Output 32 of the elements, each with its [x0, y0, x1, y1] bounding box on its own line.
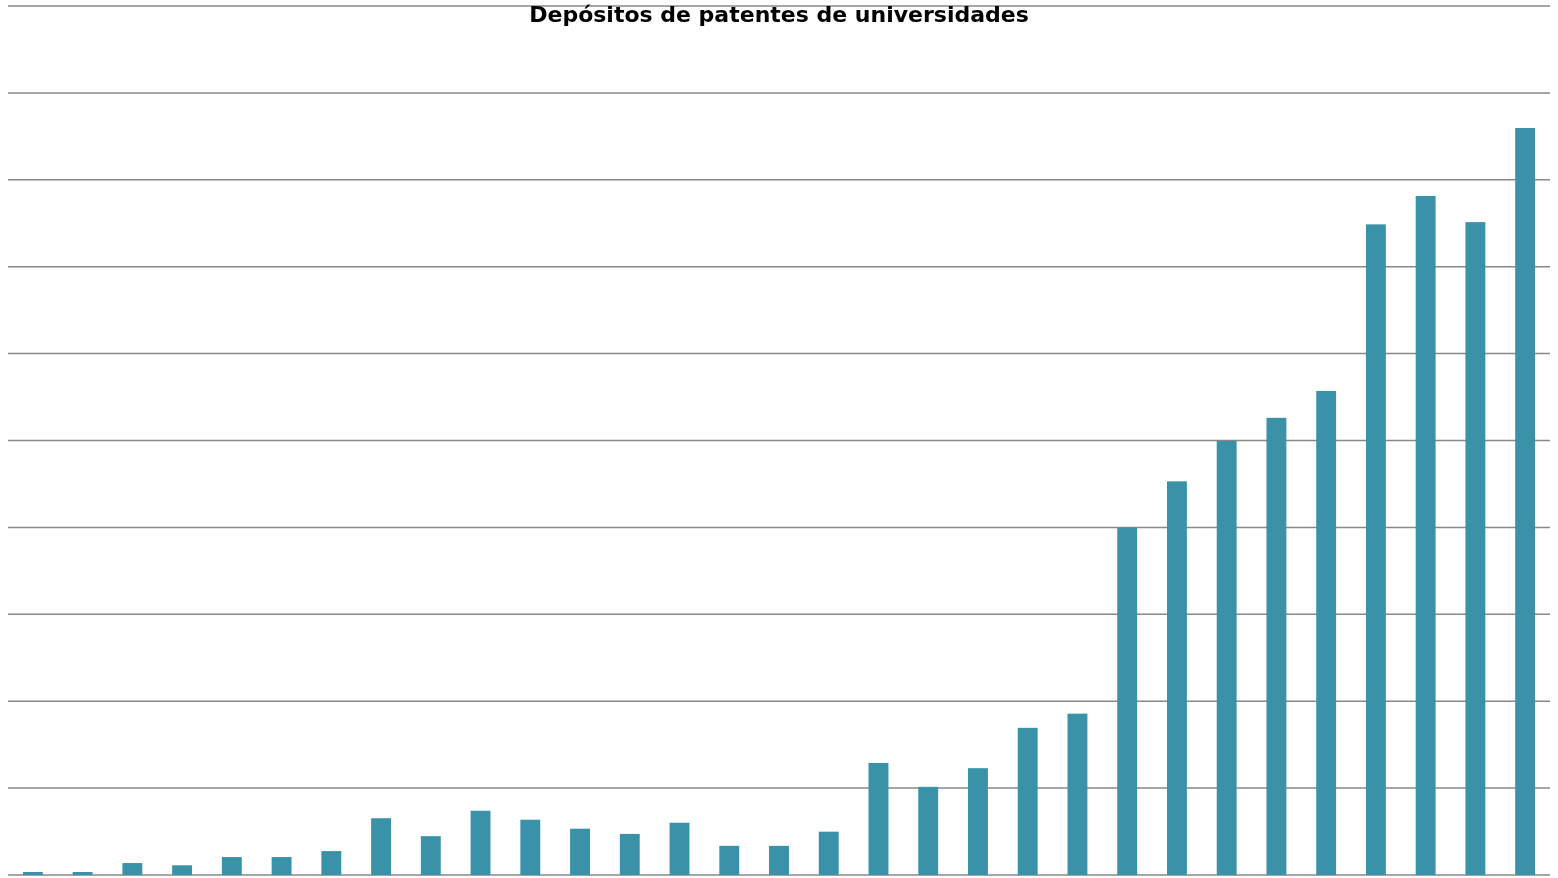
bar: [868, 762, 889, 875]
bar: [22, 872, 43, 875]
bar: [1365, 224, 1386, 875]
bar: [1067, 713, 1088, 875]
bar: [470, 810, 491, 875]
bar: [371, 818, 392, 875]
bar: [570, 828, 590, 875]
bar: [619, 833, 640, 875]
bar: [520, 819, 541, 875]
bar: [1216, 440, 1237, 875]
bar: [1515, 128, 1536, 875]
bar: [271, 857, 292, 875]
bar: [1316, 390, 1337, 875]
bar: [1017, 727, 1038, 875]
bar: [221, 857, 242, 875]
bar: [1166, 481, 1187, 875]
bar: [769, 845, 789, 875]
bar: [719, 845, 740, 875]
bar: [669, 822, 690, 875]
bar: [818, 831, 839, 875]
bar: [122, 863, 143, 875]
bar: [72, 872, 93, 875]
bar: [1415, 195, 1436, 875]
bar: [968, 768, 988, 875]
chart-title: Depósitos de patentes de universidades: [529, 2, 1029, 27]
bar: [1266, 417, 1287, 875]
bar: [321, 851, 342, 875]
bar: [1465, 222, 1486, 875]
bar: [1117, 527, 1138, 875]
bar: [918, 786, 939, 875]
bar: [172, 865, 193, 875]
bar: [420, 836, 441, 875]
